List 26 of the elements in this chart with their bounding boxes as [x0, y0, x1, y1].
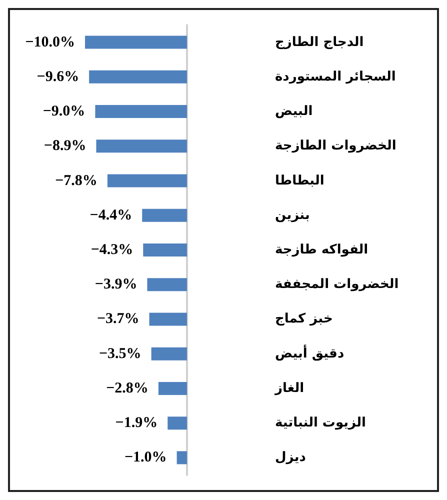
y-tick-label: البيض	[275, 104, 313, 120]
data-label: −3.9%	[94, 276, 138, 293]
data-label: −9.6%	[36, 68, 80, 85]
data-label: −3.5%	[98, 346, 142, 362]
y-tick-label: الخضروات الطازجة	[275, 138, 396, 154]
y-tick-label: ديزل	[275, 450, 306, 466]
data-label: −2.8%	[106, 380, 148, 396]
y-tick-label: دقيق أبيض	[275, 344, 344, 362]
data-label: −10.0%	[25, 34, 75, 50]
data-label: −4.3%	[90, 242, 134, 258]
y-tick-label: خبز كماج	[275, 312, 333, 327]
data-label: −4.4%	[90, 207, 132, 224]
y-tick-label: السجائر المستوردة	[275, 69, 396, 84]
y-tick-label: البطاطا	[275, 173, 324, 188]
data-label: −3.7%	[96, 311, 140, 328]
data-label: −1.9%	[115, 415, 158, 432]
y-tick-label: الخضروات المجففة	[275, 277, 399, 292]
data-label: −9.0%	[42, 104, 86, 120]
data-label: −8.9%	[44, 138, 86, 154]
y-tick-label: الدجاج الطازج	[275, 34, 364, 50]
y-tick-label: الزيوت النباتية	[275, 416, 366, 431]
data-label: −1.0%	[124, 450, 167, 466]
y-tick-label: الغاز	[274, 380, 304, 396]
data-label: −7.8%	[55, 172, 98, 189]
y-tick-label: بنزين	[275, 208, 310, 223]
y-tick-label: الفواكه طازجة	[275, 242, 368, 258]
